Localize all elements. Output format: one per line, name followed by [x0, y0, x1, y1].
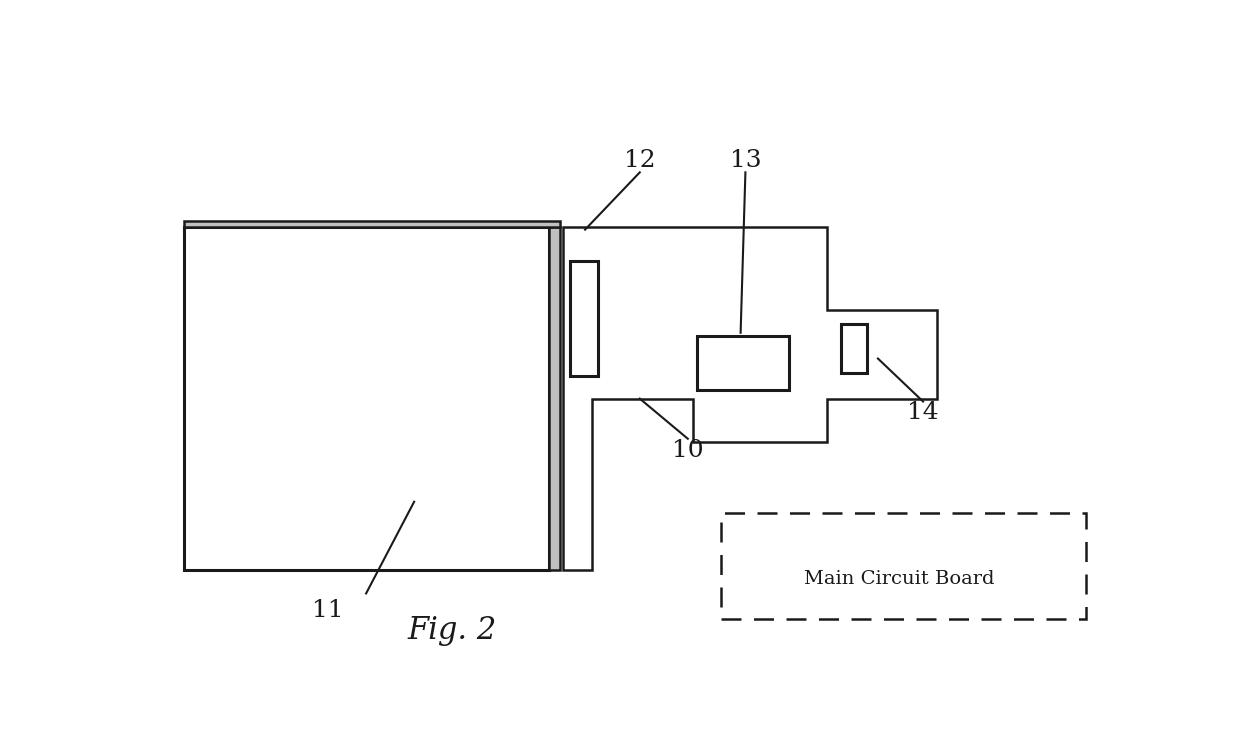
- Bar: [549, 227, 560, 571]
- Text: 12: 12: [624, 150, 655, 173]
- Bar: [841, 324, 867, 373]
- Text: 10: 10: [672, 439, 704, 462]
- Bar: [698, 336, 788, 390]
- Bar: [570, 261, 598, 376]
- Text: Fig. 2: Fig. 2: [408, 615, 497, 646]
- Bar: [183, 227, 549, 571]
- Text: 14: 14: [907, 402, 939, 425]
- Bar: [183, 221, 560, 227]
- Text: 13: 13: [730, 150, 761, 173]
- Text: 11: 11: [312, 599, 343, 622]
- Text: Main Circuit Board: Main Circuit Board: [804, 570, 995, 588]
- Bar: [721, 513, 1087, 619]
